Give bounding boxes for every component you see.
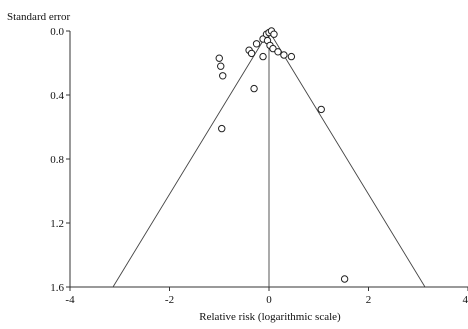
x-tick-label: -4 [65,294,75,306]
x-tick-label: 2 [366,294,372,306]
study-point [219,72,227,80]
x-axis-label: Relative risk (logarithmic scale) [199,311,341,323]
study-point [247,49,256,58]
y-tick-label: 0.4 [50,90,64,102]
study-points [215,27,349,283]
study-point [217,62,225,70]
study-point [218,124,226,133]
y-axis-label: Standard error [7,11,71,23]
study-point [250,84,258,93]
study-point [340,275,349,283]
funnel-left-boundary [112,30,270,288]
study-point [274,48,282,56]
y-axis-ticks: 0.0 0.4 0.8 1.2 1.6 [50,26,70,294]
x-axis-ticks: -4 -2 0 2 4 [65,287,468,306]
study-point [280,51,288,59]
plot-area: Standard error 0.0 0.4 0.8 1.2 1.6 -4 -2 0 2 4 R… [7,11,468,323]
funnel-right-boundary [268,30,426,288]
study-point [270,30,278,38]
y-tick-label: 1.6 [50,282,64,294]
study-point [317,105,325,114]
x-tick-label: 0 [266,294,272,306]
study-point [252,40,261,48]
x-tick-label: 4 [463,294,468,306]
x-tick-label: -2 [165,294,174,306]
study-point [287,52,296,61]
y-tick-label: 1.2 [50,218,64,230]
y-tick-label: 0.0 [50,26,64,38]
y-tick-label: 0.8 [50,154,64,166]
study-point [215,54,223,62]
study-point [259,52,267,61]
